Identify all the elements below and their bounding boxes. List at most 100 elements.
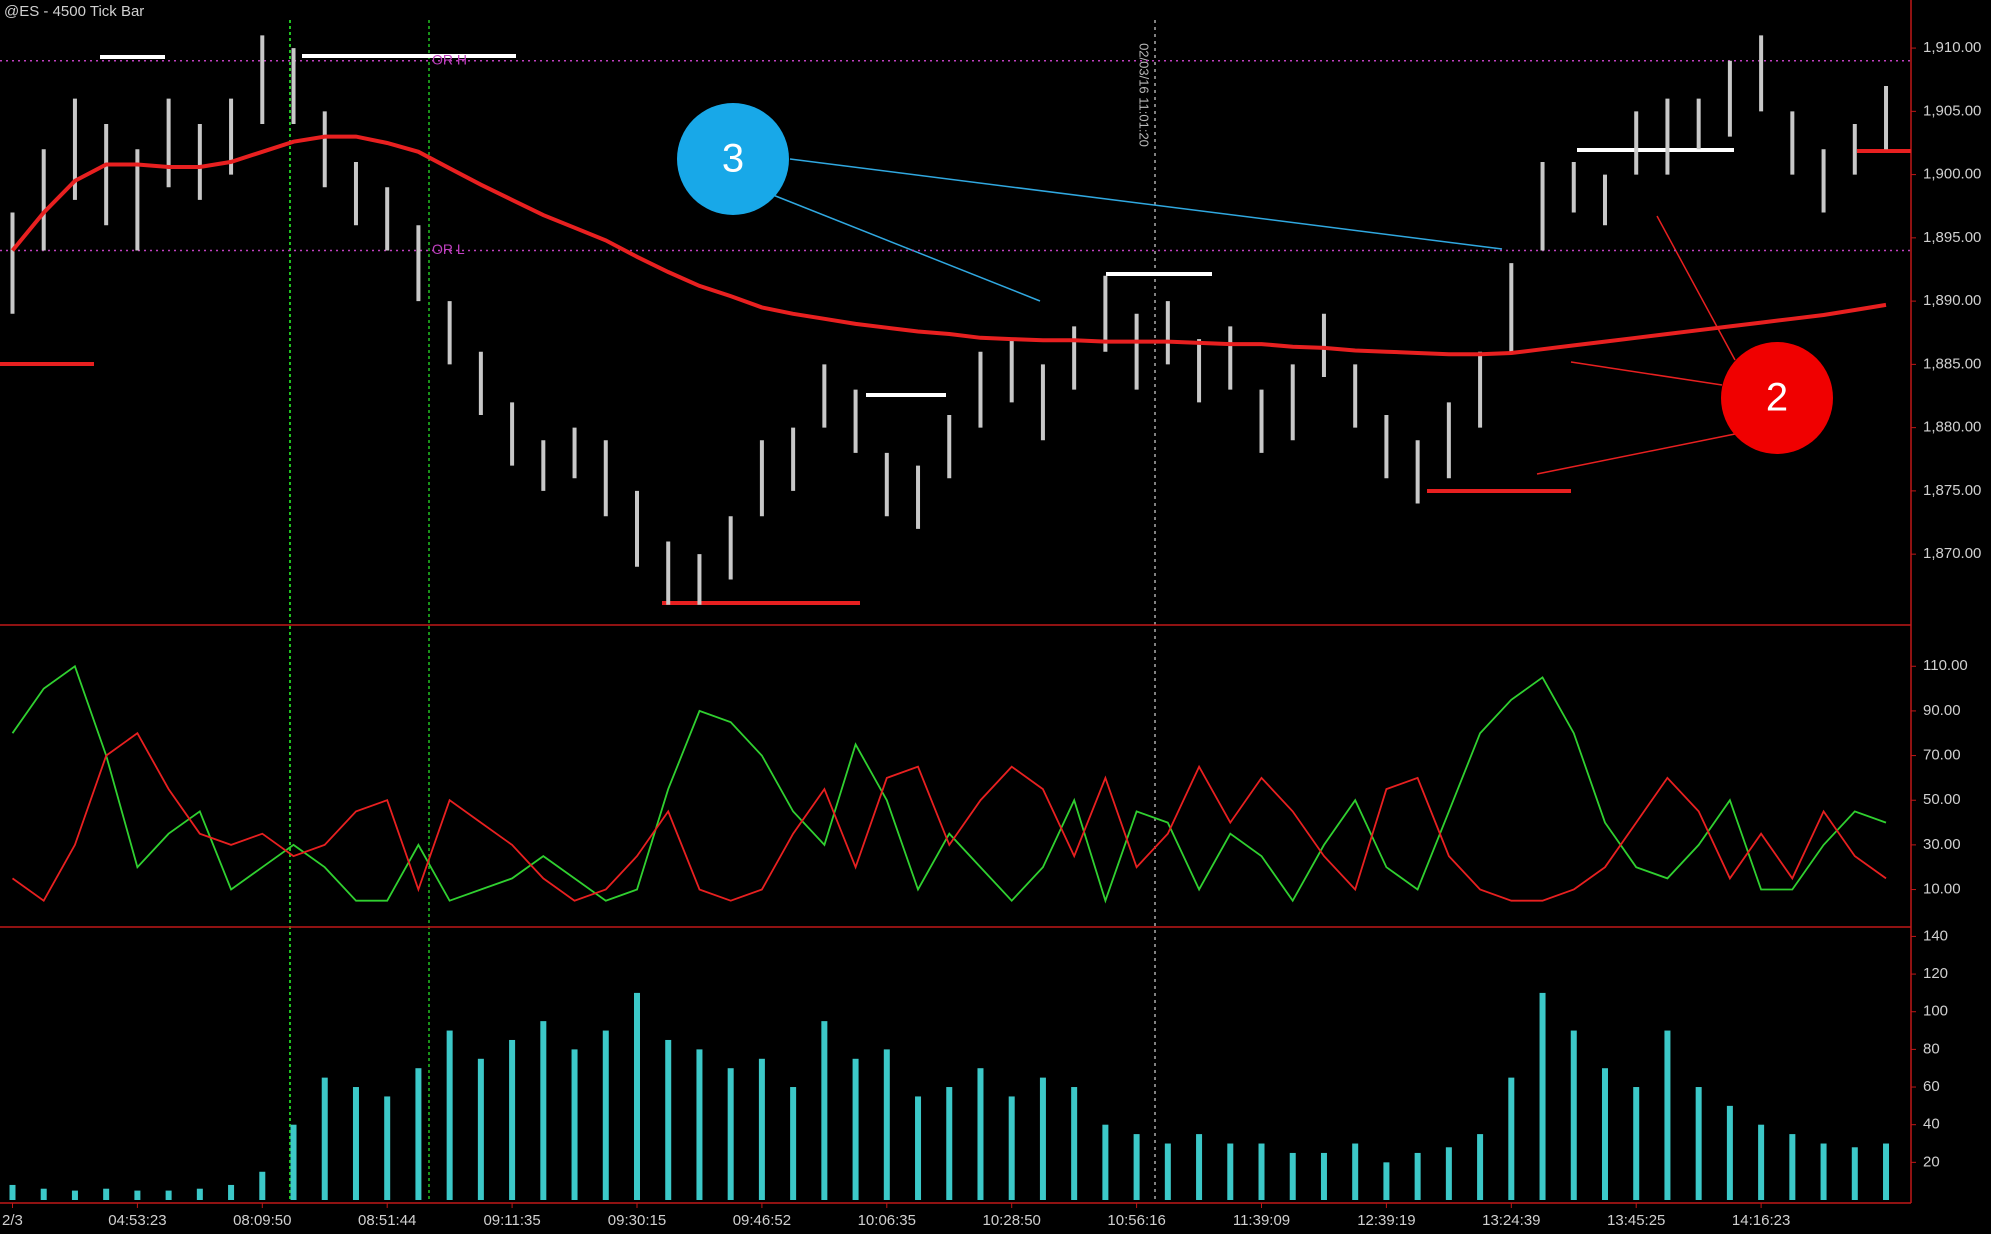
volume-bar [1851,1147,1858,1200]
volume-bar [915,1096,922,1200]
y-tick-label: 50.00 [1923,791,1961,808]
decor [0,0,1912,1204]
x-tick-label: 13:45:25 [1607,1212,1665,1229]
x-tick-label: 14:16:23 [1732,1212,1790,1229]
volume-bar [1508,1077,1515,1200]
volume-bar [71,1190,78,1200]
x-tick-label: 04:53:23 [108,1212,166,1229]
x-tick-label: 13:24:39 [1482,1212,1540,1229]
x-tick-label: 09:11:35 [483,1212,540,1229]
y-tick-label: 70.00 [1923,747,1961,764]
reference-label: OR L [432,241,465,257]
y-tick-label: 1,895.00 [1923,229,1981,246]
x-tick-label: 09:46:52 [733,1212,791,1229]
volume-bar [883,1049,890,1200]
y-tick-label: 90.00 [1923,702,1961,719]
volume-bar [1570,1030,1577,1200]
volume-bar [571,1049,578,1200]
volume-bar [40,1188,47,1200]
y-tick-label: 1,885.00 [1923,355,1981,372]
volume-bar [1726,1105,1733,1200]
x-tick-label: 10:56:16 [1107,1212,1165,1229]
volume-bar [1227,1143,1234,1200]
volume-bar [1664,1030,1671,1200]
x-tick-label: 09:30:15 [608,1212,666,1229]
volume-bar [540,1021,547,1200]
y-tick-label: 1,875.00 [1923,482,1981,499]
y-tick-label: 1,905.00 [1923,102,1981,119]
callout-circle [1721,342,1833,454]
x-tick-label: 11:39:09 [1233,1212,1290,1229]
volume-bar [1414,1152,1421,1200]
volume-bar [1164,1143,1171,1200]
arrow [1570,361,1723,386]
x-tick-label: 10:28:50 [983,1212,1041,1229]
arrow [1536,433,1736,475]
y-tick-label: 30.00 [1923,836,1961,853]
x-tick-label: 12:39:19 [1357,1212,1415,1229]
arrow [1656,215,1736,361]
volume-bar [821,1021,828,1200]
chart-title: @ES - 4500 Tick Bar [4,3,144,20]
volume-bar [196,1188,203,1200]
arrows [1536,215,1736,475]
volume-bar [477,1058,484,1200]
arrows [772,158,1503,302]
time-marker-label: 02/03/16 11:01:20 [1137,43,1152,147]
y-tick-label: 110.00 [1923,657,1968,674]
volume-bar [1477,1134,1484,1200]
x-tick-label: 08:09:50 [233,1212,291,1229]
volume-bar [1196,1134,1203,1200]
oscillator-line [11,664,1887,904]
x-tick-label: 08:51:44 [358,1212,416,1229]
volume-bar [758,1058,765,1200]
volume-bar [1133,1134,1140,1200]
volume-bar [790,1087,797,1200]
volume-bar [1071,1087,1078,1200]
y-tick-label: 20 [1923,1153,1940,1170]
moving-average [10,134,1887,357]
volume-bar [1633,1087,1640,1200]
y-tick-label: 60 [1923,1078,1940,1095]
volume-bar [415,1068,422,1200]
y-tick-label: 1,910.00 [1923,39,1981,56]
arrow [772,194,1041,302]
callout-label: 2 [1766,376,1788,420]
volume-bar [977,1068,984,1200]
oscillator-line [11,731,1887,903]
x-tick-label: 10:06:35 [858,1212,916,1229]
arrow [789,158,1503,250]
volume-bar [228,1184,235,1200]
volume-bar [1601,1068,1608,1200]
y-tick-label: 1,870.00 [1923,545,1981,562]
volume-bar [446,1030,453,1200]
volume-bar [259,1171,266,1200]
volume-bar [852,1058,859,1200]
y-tick-label: 140 [1923,927,1948,944]
volume-bar [1383,1162,1390,1200]
callout-circle [677,103,789,215]
volume-bar [1789,1134,1796,1200]
y-tick-label: 120 [1923,965,1948,982]
y-tick-label: 1,900.00 [1923,166,1981,183]
y-tick-label: 10.00 [1923,881,1961,898]
volume-bar [727,1068,734,1200]
y-tick-label: 80 [1923,1040,1940,1057]
volume-bar [1039,1077,1046,1200]
volume-bar [9,1184,16,1200]
level-lines [0,149,1911,605]
y-tick-label: 100 [1923,1003,1948,1020]
volume-bar [509,1039,516,1200]
y-tick-label: 1,890.00 [1923,292,1981,309]
volume-bar [1102,1124,1109,1200]
volume-bar [134,1190,141,1200]
y-tick-label: 1,880.00 [1923,419,1981,436]
volume-bar [1695,1087,1702,1200]
reference-label: OR H [432,51,467,67]
volume-bar [103,1188,110,1200]
volume-bar [1289,1152,1296,1200]
volume-bar [1539,992,1546,1200]
callout-label: 3 [722,137,744,181]
